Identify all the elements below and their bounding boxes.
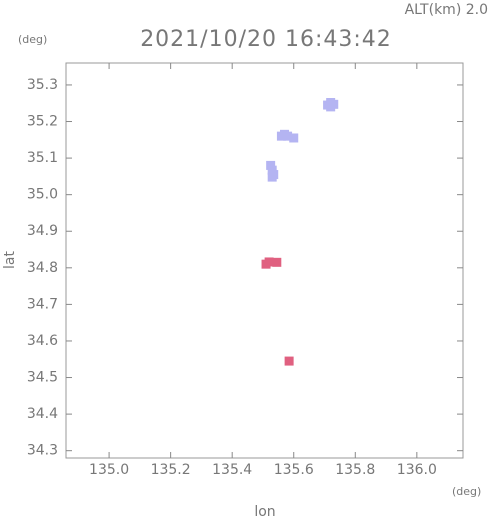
y-tick-label: 34.5 xyxy=(27,370,58,386)
y-tick-label: 34.4 xyxy=(27,406,58,422)
y-tick-label: 34.8 xyxy=(27,260,58,276)
radar-echo xyxy=(326,102,336,112)
chart-title: 2021/10/20 16:43:42 xyxy=(140,27,392,52)
x-tick-label: 135.4 xyxy=(212,462,252,478)
x-axis-label: lon xyxy=(254,504,275,520)
radar-echo xyxy=(264,257,274,267)
y-unit: (deg) xyxy=(18,33,47,46)
y-tick-label: 34.3 xyxy=(27,443,58,459)
y-tick-label: 34.6 xyxy=(27,333,58,349)
y-tick-label: 35.0 xyxy=(27,187,58,203)
x-tick-label: 136.0 xyxy=(397,462,437,478)
x-tick-label: 135.2 xyxy=(151,462,191,478)
y-tick-label: 35.3 xyxy=(27,77,58,93)
y-axis-label: lat xyxy=(2,251,18,269)
x-tick-label: 135.0 xyxy=(89,462,129,478)
radar-echo xyxy=(289,133,299,143)
radar-echo xyxy=(280,129,290,139)
x-tick-label: 135.6 xyxy=(274,462,314,478)
y-tick-label: 35.1 xyxy=(27,150,58,166)
radar-echo xyxy=(267,172,277,182)
y-tick-label: 35.2 xyxy=(27,114,58,130)
plot-frame xyxy=(65,62,464,459)
radar-echo xyxy=(272,257,282,267)
radar-echo xyxy=(284,356,294,366)
y-tick-label: 34.7 xyxy=(27,296,58,312)
x-tick-label: 135.8 xyxy=(335,462,375,478)
x-unit: (deg) xyxy=(452,485,481,498)
chart-subtitle: ALT(km) 2.0 xyxy=(405,2,488,18)
y-tick-label: 34.9 xyxy=(27,223,58,239)
